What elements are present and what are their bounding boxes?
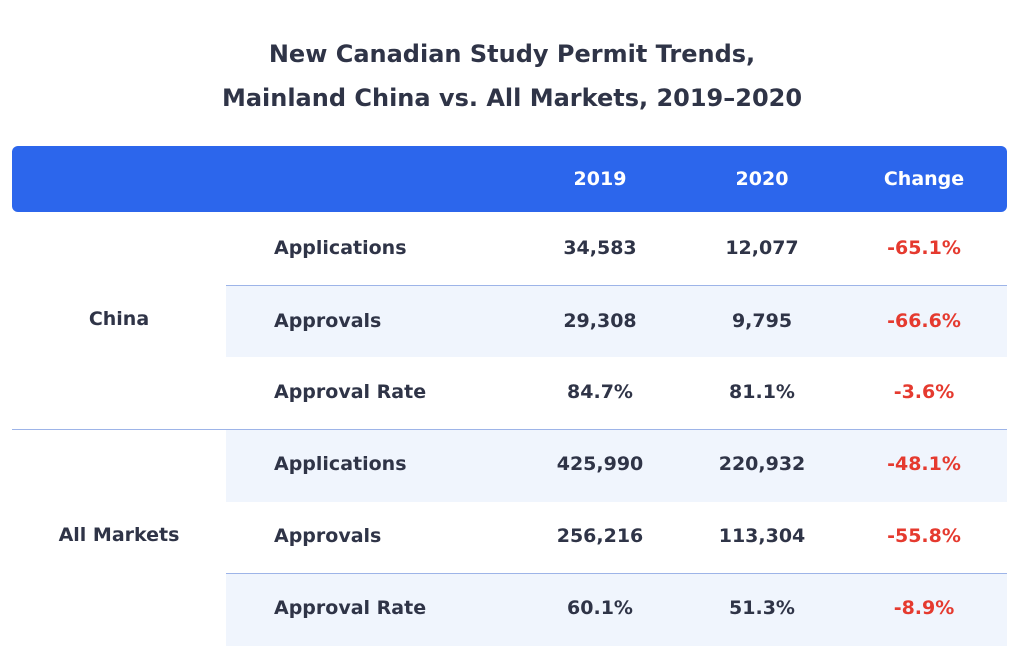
header-change: Change — [883, 168, 965, 190]
value-2020: 81.1% — [729, 381, 795, 403]
value-2019: 34,583 — [563, 237, 637, 259]
row-divider — [226, 573, 1007, 574]
value-change: -8.9% — [893, 597, 955, 619]
value-change: -48.1% — [887, 453, 961, 475]
chart-title: New Canadian Study Permit Trends, Mainla… — [0, 32, 1024, 120]
title-line-2: Mainland China vs. All Markets, 2019–202… — [221, 84, 803, 112]
table-header: 2019 2020 Change — [12, 146, 1007, 212]
value-change: -66.6% — [887, 310, 961, 332]
value-2019: 256,216 — [556, 525, 644, 547]
metric-label: Approval Rate — [274, 597, 427, 619]
group-divider — [12, 429, 1007, 430]
group-label-all-markets: All Markets — [58, 524, 180, 546]
value-2020: 9,795 — [731, 310, 793, 332]
row-band — [226, 430, 1007, 502]
header-2019: 2019 — [573, 168, 627, 190]
metric-label: Applications — [274, 237, 407, 259]
value-2020: 220,932 — [718, 453, 806, 475]
value-2019: 60.1% — [567, 597, 633, 619]
row-band — [226, 574, 1007, 646]
title-line-1: New Canadian Study Permit Trends, — [268, 40, 756, 68]
value-2019: 84.7% — [567, 381, 633, 403]
value-2019: 29,308 — [563, 310, 637, 332]
metric-label: Approvals — [274, 525, 382, 547]
value-2020: 113,304 — [718, 525, 806, 547]
group-label-china: China — [88, 308, 150, 330]
value-2019: 425,990 — [556, 453, 644, 475]
metric-label: Applications — [274, 453, 407, 475]
value-change: -65.1% — [887, 237, 961, 259]
header-2020: 2020 — [735, 168, 789, 190]
value-change: -55.8% — [887, 525, 961, 547]
row-divider — [226, 285, 1007, 286]
value-change: -3.6% — [893, 381, 955, 403]
row-band — [226, 286, 1007, 357]
metric-label: Approvals — [274, 310, 382, 332]
value-2020: 51.3% — [729, 597, 795, 619]
value-2020: 12,077 — [725, 237, 799, 259]
metric-label: Approval Rate — [274, 381, 427, 403]
